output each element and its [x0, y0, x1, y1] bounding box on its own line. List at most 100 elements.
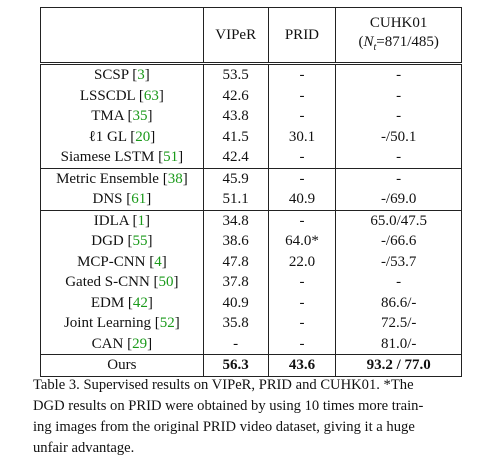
- method-cell: Metric Ensemble [38]: [40, 167, 204, 189]
- method-cell: Joint Learning [52]: [40, 313, 204, 334]
- method-cell: DNS [61]: [40, 189, 204, 210]
- prid-value: -: [267, 209, 336, 231]
- prid-value: -: [267, 333, 336, 355]
- table-row: TMA [35] 43.8- -: [40, 106, 462, 127]
- prid-value: 30.1: [267, 126, 336, 147]
- cuhk-value: -: [335, 85, 462, 106]
- method-cell: SCSP [3]: [40, 62, 204, 86]
- cuhk-value: -/50.1: [335, 126, 462, 147]
- viper-value: 34.8: [202, 209, 269, 231]
- header-cuhk01-subtitle: (Nt=871/485): [358, 33, 439, 53]
- cuhk-value: -: [335, 62, 462, 86]
- citation-link[interactable]: 51: [163, 149, 179, 165]
- results-table-container: VIPeR PRID CUHK01 (Nt=871/485) SCSP [3] 5…: [40, 7, 462, 377]
- caption-line: ing images from the original PRID video …: [33, 419, 415, 435]
- table-row: EDM [42] 40.9-86.6/-: [40, 292, 462, 313]
- method-name: Siamese LSTM: [60, 149, 155, 165]
- table-row: Joint Learning [52] 35.8-72.5/-: [40, 313, 462, 334]
- viper-value: 38.6: [202, 231, 269, 252]
- cuhk-value: 86.6/-: [335, 292, 462, 313]
- table-row: ℓ1 GL [20] 41.5 30.1 -/50.1: [40, 126, 462, 147]
- method-name: Ours: [107, 357, 137, 373]
- prid-value: -: [267, 106, 336, 127]
- table-row: MCP-CNN [4] 47.8 22.0 -/53.7: [40, 251, 462, 272]
- citation-link[interactable]: 38: [167, 170, 183, 187]
- prid-value: -: [267, 292, 336, 313]
- prid-value: -: [267, 85, 336, 106]
- results-table: VIPeR PRID CUHK01 (Nt=871/485) SCSP [3] 5…: [40, 7, 462, 377]
- prid-value: -: [267, 272, 336, 293]
- header-method: [40, 7, 204, 64]
- viper-value: 37.8: [202, 272, 269, 293]
- prid-value: 64.0*: [267, 231, 336, 252]
- cuhk-value: -/69.0: [335, 189, 462, 210]
- method-name: IDLA: [93, 212, 129, 229]
- prid-value: -: [267, 313, 336, 334]
- citation-link[interactable]: 20: [135, 128, 151, 145]
- caption-line: DGD results on PRID were obtained by usi…: [33, 398, 424, 414]
- citation-link[interactable]: 52: [159, 315, 175, 331]
- table-row: LSSCDL [63] 42.6- -: [40, 85, 462, 106]
- citation-link[interactable]: 50: [158, 274, 174, 290]
- viper-value: 51.1: [202, 189, 269, 210]
- citation-link[interactable]: 42: [132, 294, 148, 311]
- cuhk-value: 93.2 / 77.0: [335, 354, 462, 376]
- cuhk-value: -: [335, 147, 462, 168]
- prid-value: 43.6: [267, 354, 336, 376]
- viper-value: 40.9: [202, 292, 269, 313]
- prid-value: 40.9: [267, 189, 336, 210]
- viper-value: 35.8: [202, 313, 269, 334]
- header-row: VIPeR PRID CUHK01 (Nt=871/485): [40, 7, 462, 64]
- table-row: SCSP [3] 53.5- -: [40, 62, 462, 86]
- caption-line: Table 3. Supervised results on VIPeR, PR…: [33, 377, 414, 393]
- header-cuhk01-title: CUHK01: [369, 14, 428, 31]
- viper-value: 42.4: [202, 147, 269, 168]
- citation-link[interactable]: 4: [154, 253, 162, 270]
- citation-link[interactable]: 3: [137, 67, 145, 83]
- header-prid: PRID: [267, 7, 336, 64]
- method-cell: CAN [29]: [40, 333, 204, 355]
- method-cell: Siamese LSTM [51]: [40, 147, 204, 168]
- caption-line: unfair advantage.: [33, 440, 135, 456]
- viper-value: 53.5: [202, 62, 269, 86]
- method-name: MCP-CNN: [77, 253, 146, 270]
- table-row: Siamese LSTM [51] 42.4- -: [40, 147, 462, 168]
- method-cell: ℓ1 GL [20]: [40, 126, 204, 147]
- viper-value: 47.8: [202, 251, 269, 272]
- citation-link[interactable]: 29: [132, 335, 148, 352]
- method-name: Metric Ensemble: [56, 170, 159, 187]
- prid-value: -: [267, 167, 336, 189]
- citation-link[interactable]: 1: [137, 212, 146, 229]
- viper-value: 42.6: [202, 85, 269, 106]
- method-name: CAN: [91, 335, 124, 352]
- method-cell: DGD [55]: [40, 231, 204, 252]
- method-name: Joint Learning: [63, 315, 152, 331]
- method-name: DNS: [92, 191, 123, 207]
- cuhk-value: -: [335, 272, 462, 293]
- table-row: CAN [29] - -81.0/-: [40, 333, 462, 355]
- method-name: EDM: [90, 294, 125, 311]
- citation-link[interactable]: 63: [143, 87, 159, 104]
- method-name: TMA: [91, 108, 124, 124]
- table-row: DGD [55] 38.6 64.0* -/66.6: [40, 231, 462, 252]
- method-cell: IDLA [1]: [40, 209, 204, 231]
- method-name: ℓ1 GL: [88, 128, 127, 145]
- cuhk-value: -/66.6: [335, 231, 462, 252]
- method-cell: Ours: [40, 354, 204, 376]
- table-row: DNS [61] 51.1 40.9 -/69.0: [40, 189, 462, 210]
- viper-value: 43.8: [202, 106, 269, 127]
- citation-link[interactable]: 35: [132, 108, 148, 124]
- results-table-body: SCSP [3] 53.5- - LSSCDL [63] 42.6- - TMA [35] 4…: [40, 62, 462, 376]
- cuhk-value: -: [335, 106, 462, 127]
- citation-link[interactable]: 61: [131, 191, 147, 207]
- prid-value: 22.0: [267, 251, 336, 272]
- citation-link[interactable]: 55: [132, 233, 148, 249]
- method-cell: TMA [35]: [40, 106, 204, 127]
- table-row: IDLA [1] 34.8-65.0/47.5: [40, 209, 462, 231]
- header-cuhk01: CUHK01 (Nt=871/485): [335, 7, 462, 64]
- table-caption: Table 3. Supervised results on VIPeR, PR…: [33, 375, 473, 459]
- cuhk-value: 65.0/47.5: [335, 209, 462, 231]
- table-row: Metric Ensemble [38] 45.9- -: [40, 167, 462, 189]
- viper-value: 41.5: [202, 126, 269, 147]
- prid-value: -: [267, 147, 336, 168]
